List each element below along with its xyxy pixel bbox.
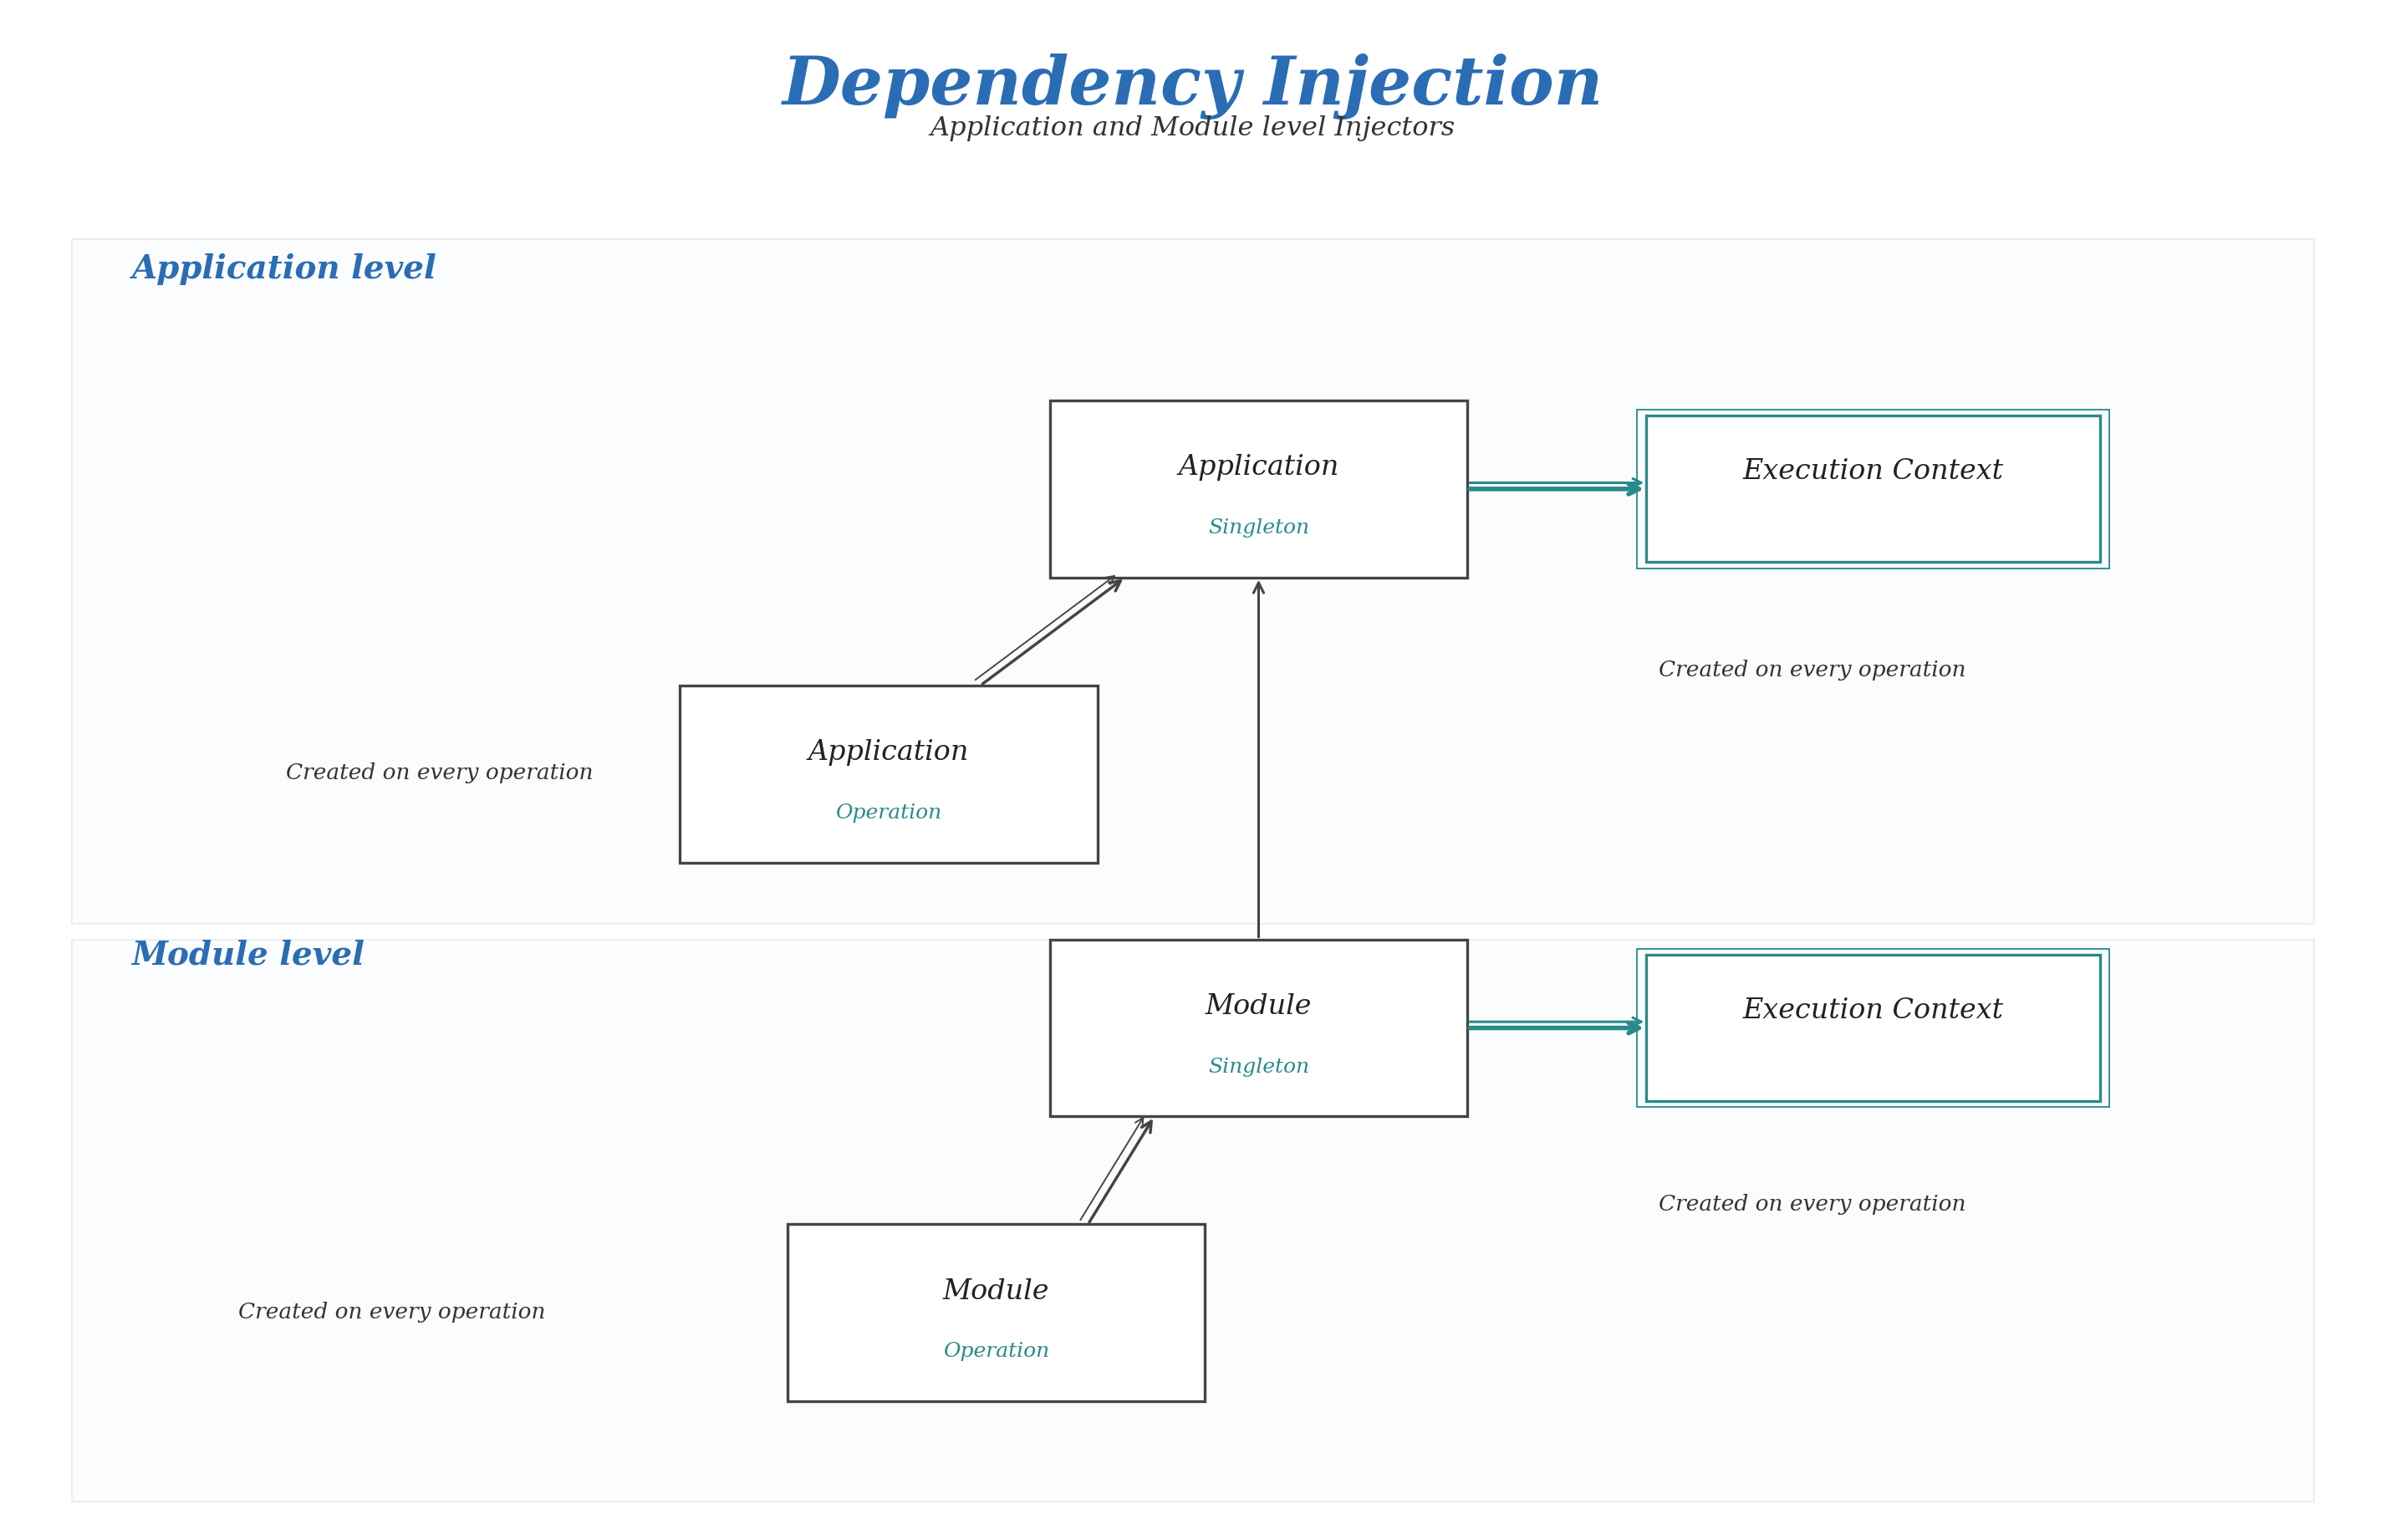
- Text: Singleton: Singleton: [1207, 1058, 1310, 1076]
- Text: Application level: Application level: [131, 254, 437, 285]
- Text: Operation: Operation: [835, 804, 942, 822]
- Text: Created on every operation: Created on every operation: [239, 1301, 546, 1323]
- Text: Application: Application: [1179, 454, 1339, 480]
- FancyBboxPatch shape: [1050, 939, 1467, 1116]
- FancyBboxPatch shape: [72, 239, 2314, 924]
- Text: Created on every operation: Created on every operation: [286, 762, 594, 784]
- FancyBboxPatch shape: [1050, 400, 1467, 578]
- Text: Operation: Operation: [942, 1343, 1050, 1361]
- Text: Singleton: Singleton: [1207, 519, 1310, 537]
- FancyBboxPatch shape: [1646, 416, 2100, 562]
- Text: Application: Application: [809, 739, 969, 765]
- Text: Execution Context: Execution Context: [1742, 457, 2004, 485]
- Text: Module: Module: [1205, 993, 1312, 1019]
- FancyBboxPatch shape: [72, 939, 2314, 1502]
- Text: Module level: Module level: [131, 939, 365, 970]
- Text: Execution Context: Execution Context: [1742, 996, 2004, 1024]
- Text: Created on every operation: Created on every operation: [1658, 1194, 1966, 1215]
- Text: Created on every operation: Created on every operation: [1658, 659, 1966, 681]
- Text: Dependency Injection: Dependency Injection: [783, 54, 1603, 120]
- FancyBboxPatch shape: [787, 1224, 1205, 1401]
- FancyBboxPatch shape: [680, 685, 1098, 862]
- Text: Application and Module level Injectors: Application and Module level Injectors: [931, 116, 1455, 142]
- FancyBboxPatch shape: [1646, 955, 2100, 1101]
- Text: Module: Module: [942, 1278, 1050, 1304]
